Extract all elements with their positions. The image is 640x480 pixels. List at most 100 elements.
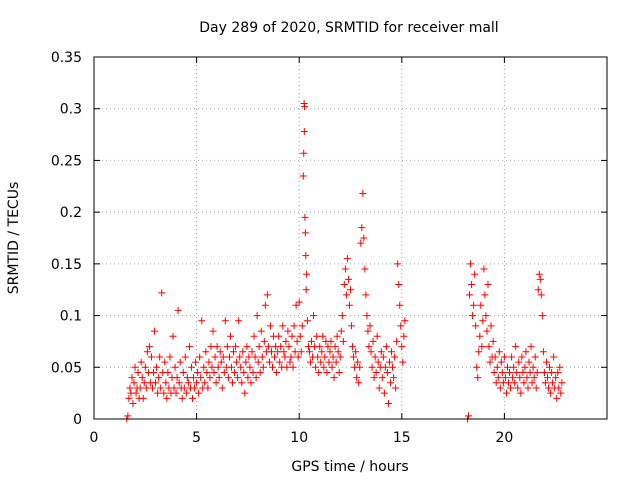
data-point xyxy=(508,353,516,361)
data-point xyxy=(484,281,492,289)
data-point xyxy=(359,190,367,198)
data-point xyxy=(489,337,497,345)
data-point xyxy=(249,368,257,376)
data-point xyxy=(556,363,564,371)
data-point xyxy=(330,374,338,382)
data-point xyxy=(339,337,347,345)
data-point xyxy=(289,363,297,371)
data-point xyxy=(370,374,378,382)
data-point xyxy=(231,368,239,376)
data-point xyxy=(225,353,233,361)
data-point xyxy=(187,363,195,371)
x-axis-label: GPS time / hours xyxy=(291,459,408,475)
data-point xyxy=(211,353,219,361)
data-point xyxy=(472,322,480,330)
data-point xyxy=(170,384,178,392)
data-point xyxy=(481,291,489,299)
data-point xyxy=(198,317,206,325)
data-point xyxy=(157,384,165,392)
data-point xyxy=(542,358,550,366)
data-point xyxy=(496,384,504,392)
y-tick-label: 0.2 xyxy=(60,205,82,221)
data-point xyxy=(292,301,300,309)
data-point xyxy=(355,379,363,387)
y-tick-label: 0.35 xyxy=(51,50,82,66)
data-point xyxy=(545,384,553,392)
data-point xyxy=(166,353,174,361)
data-point xyxy=(171,363,179,371)
data-point xyxy=(302,286,310,294)
data-point xyxy=(498,368,506,376)
data-point xyxy=(185,343,193,351)
plot-frame xyxy=(93,56,608,420)
data-point xyxy=(392,384,400,392)
data-point xyxy=(227,363,235,371)
data-point xyxy=(230,348,238,356)
data-point xyxy=(160,389,168,397)
data-point xyxy=(468,281,476,289)
data-point xyxy=(401,317,409,325)
data-point xyxy=(397,322,405,330)
data-point xyxy=(367,348,375,356)
data-point xyxy=(352,348,360,356)
data-point xyxy=(513,368,521,376)
data-point xyxy=(301,213,309,221)
data-point xyxy=(522,348,530,356)
data-point xyxy=(210,368,218,376)
data-point xyxy=(466,291,474,299)
data-point xyxy=(273,368,281,376)
data-point xyxy=(510,363,518,371)
data-point xyxy=(360,234,368,242)
data-point xyxy=(327,337,335,345)
data-point xyxy=(197,374,205,382)
data-point xyxy=(204,384,212,392)
y-tick-label: 0.15 xyxy=(51,257,82,273)
data-point xyxy=(163,394,171,402)
data-point xyxy=(329,353,337,361)
data-point xyxy=(323,368,331,376)
data-point xyxy=(326,348,334,356)
data-point xyxy=(303,317,311,325)
data-point xyxy=(354,358,362,366)
data-point xyxy=(183,374,191,382)
data-point xyxy=(213,343,221,351)
data-point xyxy=(194,368,202,376)
data-point xyxy=(214,363,222,371)
data-point xyxy=(400,332,408,340)
data-point xyxy=(285,343,293,351)
data-point xyxy=(521,363,529,371)
data-point xyxy=(349,343,357,351)
data-point xyxy=(282,337,290,345)
data-point xyxy=(226,332,234,340)
data-point xyxy=(253,312,261,320)
data-point xyxy=(503,363,511,371)
data-point xyxy=(528,379,536,387)
data-point xyxy=(164,368,172,376)
data-point xyxy=(125,394,133,402)
y-axis-label: SRMTID / TECUs xyxy=(6,182,22,295)
data-point xyxy=(341,265,349,273)
data-point xyxy=(217,358,225,366)
data-point xyxy=(534,286,542,294)
data-point xyxy=(276,358,284,366)
data-point xyxy=(537,291,545,299)
data-point xyxy=(381,363,389,371)
data-point xyxy=(368,363,376,371)
data-point xyxy=(315,368,323,376)
data-point xyxy=(541,379,549,387)
data-point xyxy=(216,348,224,356)
data-point xyxy=(387,379,395,387)
data-point xyxy=(140,379,148,387)
data-point xyxy=(497,358,505,366)
data-point xyxy=(308,337,316,345)
data-point xyxy=(398,343,406,351)
data-point xyxy=(356,363,364,371)
data-point xyxy=(141,363,149,371)
data-point xyxy=(552,374,560,382)
data-point xyxy=(530,374,538,382)
data-point xyxy=(130,379,138,387)
data-point xyxy=(516,374,524,382)
data-point xyxy=(219,353,227,361)
data-point xyxy=(172,389,180,397)
